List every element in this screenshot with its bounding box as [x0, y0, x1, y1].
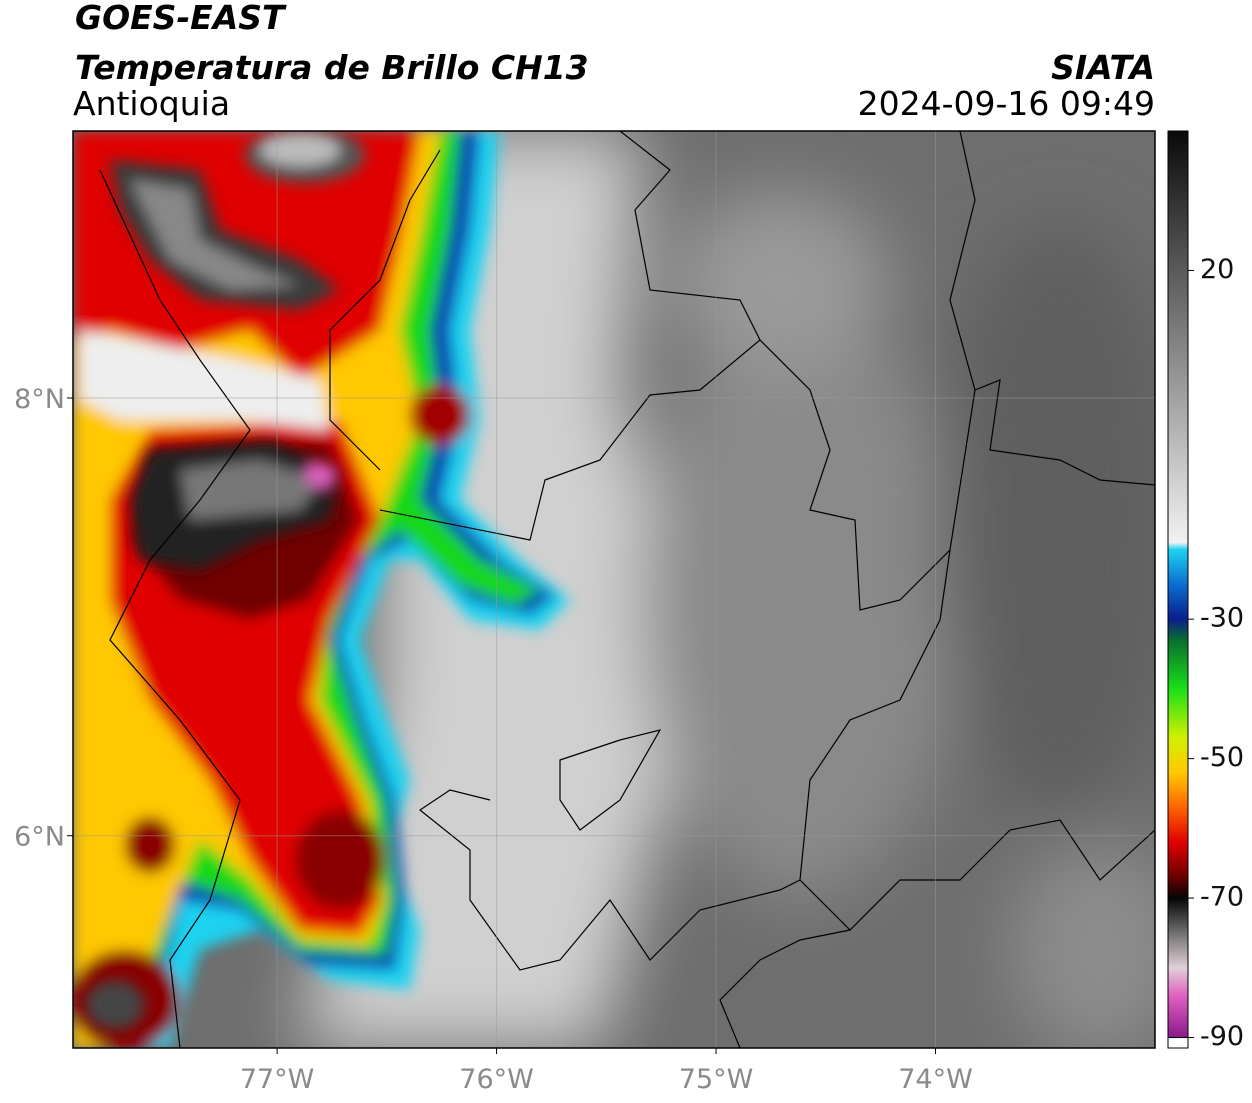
lon-tick-label: 74°W: [898, 1064, 973, 1095]
organization: SIATA: [1051, 48, 1155, 87]
colorbar: [1167, 130, 1189, 1049]
colorbar-tick-label: -70: [1200, 882, 1244, 913]
colorbar-under: [1167, 1037, 1189, 1049]
grid: [73, 131, 1155, 1048]
product: Temperatura de Brillo CH13: [75, 48, 589, 87]
lon-tick-label: 76°W: [459, 1064, 534, 1095]
colorbar-tick-label: -30: [1200, 603, 1244, 634]
borders: [99, 131, 1155, 1048]
region: Antioquia: [73, 84, 230, 123]
map-frame: [72, 130, 1156, 1049]
datetime: 2024-09-16 09:49: [858, 84, 1155, 123]
satellite-image: [73, 131, 1155, 1048]
lat-tick-label: 8°N: [14, 384, 65, 415]
colorbar-tick-label: -50: [1200, 742, 1244, 773]
colorbar-tick-label: 20: [1200, 254, 1234, 285]
satellite: GOES-EAST: [75, 0, 287, 37]
lon-tick-label: 75°W: [679, 1064, 754, 1095]
colorbar-tick-label: -90: [1200, 1021, 1244, 1052]
lon-tick-label: 77°W: [240, 1064, 315, 1095]
lat-tick-label: 6°N: [14, 822, 65, 853]
